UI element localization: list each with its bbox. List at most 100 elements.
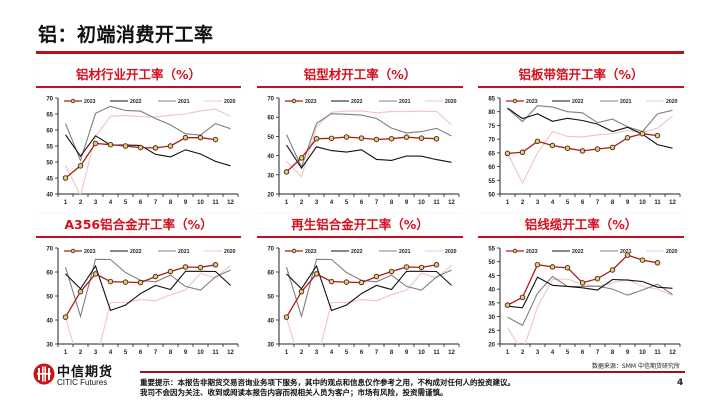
data-point-2023 [152,145,159,151]
data-point-2023 [182,264,189,270]
y-tick-label: 50 [488,193,495,199]
x-tick-label: 11 [654,350,661,356]
y-tick-label: 40 [46,193,53,199]
y-tick-label: 55 [46,145,53,151]
data-point-2023 [564,145,571,151]
data-point-2023 [358,279,365,286]
data-point-2023 [534,138,541,145]
data-point-2023 [197,134,204,141]
legend-label-2020: 2020 [224,99,236,105]
legend-label-2023: 2023 [305,249,317,255]
y-tick-label: 65 [488,151,495,157]
y-tick-label: 50 [267,135,274,141]
data-point-2023 [504,302,511,308]
x-tick-label: 12 [448,350,455,356]
legend-label-2022: 2022 [130,99,142,105]
series-line-2021 [286,113,452,169]
chart-title-aluminum-plate-strip-foil: 铝板带箔开工率（%） [478,64,684,88]
legend-label-2021: 2021 [620,99,632,105]
y-tick-label: 20 [488,343,495,349]
data-point-2023 [92,271,99,277]
legend-marker-2023 [512,98,518,104]
legend-label-2020: 2020 [224,249,236,255]
series-line-2021 [285,258,452,319]
x-tick-label: 9 [405,350,409,356]
x-tick-label: 4 [330,200,334,206]
y-tick-label: 50 [267,295,274,301]
y-tick-label: 55 [488,179,495,185]
data-point-2023 [654,260,661,266]
x-tick-label: 7 [154,200,158,206]
logo-chinese-name: 中信期货 [57,365,114,380]
x-tick-label: 3 [536,200,540,206]
data-point-2023 [609,267,616,273]
x-tick-label: 11 [433,350,440,356]
title-divider [36,51,684,54]
legend-label-2021: 2021 [178,249,190,255]
data-point-2023 [594,275,601,282]
y-tick-label: 70 [267,247,274,253]
data-point-2023 [624,252,631,258]
y-tick-label: 30 [267,343,274,349]
data-point-2023 [418,264,425,271]
y-tick-label: 85 [488,97,495,103]
x-tick-label: 11 [433,200,440,206]
data-point-2023 [167,268,174,275]
y-tick-label: 70 [488,138,495,144]
data-point-2023 [343,279,350,285]
page-number: 4 [677,378,684,388]
legend-label-2023: 2023 [84,249,96,255]
y-tick-label: 40 [267,319,274,325]
data-point-2023 [152,273,159,280]
y-tick-label: 75 [488,124,495,130]
data-point-2023 [62,175,69,181]
legend-label-2021: 2021 [399,249,411,255]
data-point-2023 [579,148,586,154]
legend-label-2020: 2020 [666,249,678,255]
x-tick-label: 9 [405,200,409,206]
x-tick-label: 12 [669,350,676,356]
y-tick-label: 30 [46,343,53,349]
legend-label-2021: 2021 [620,249,632,255]
disclaimer-line-2: 我司不会因为关注、收到或阅读本报告内容而视相关人员为客户；市场有风险，投资需谨慎… [140,388,448,397]
y-tick-label: 50 [46,161,53,167]
data-point-2023 [328,278,335,285]
data-point-2023 [624,135,631,141]
data-point-2023 [534,261,541,268]
data-point-2023 [373,273,380,280]
x-tick-label: 2 [300,200,304,206]
data-point-2023 [182,134,189,141]
x-tick-label: 1 [285,200,289,206]
legend-label-2022: 2022 [351,99,363,105]
x-tick-label: 6 [581,200,585,206]
data-point-2023 [92,140,99,147]
legend-label-2022: 2022 [351,249,363,255]
x-tick-label: 6 [139,200,143,206]
legend-marker-2023 [291,98,297,104]
data-point-2023 [137,279,144,286]
x-tick-label: 10 [418,350,425,356]
y-tick-label: 70 [46,97,53,103]
x-tick-label: 8 [390,200,394,206]
series-line-2022 [65,264,231,312]
x-tick-label: 7 [375,350,379,356]
x-tick-label: 9 [626,350,630,356]
y-tick-label: 60 [267,116,274,122]
data-point-2023 [167,143,174,149]
disclaimer: 重要提示：本报告非期货交易咨询业务项下服务，其中的观点和信息仅作参考之用，不构成… [140,378,515,398]
x-tick-label: 8 [611,350,615,356]
data-point-2023 [283,314,290,320]
x-tick-label: 11 [654,200,661,206]
x-tick-label: 12 [227,200,234,206]
x-tick-label: 7 [596,350,600,356]
x-tick-label: 5 [345,350,349,356]
legend-label-2021: 2021 [399,99,411,105]
y-tick-label: 60 [488,165,495,171]
data-point-2023 [283,169,290,175]
series-line-2022 [507,276,673,309]
x-tick-label: 3 [315,200,319,206]
